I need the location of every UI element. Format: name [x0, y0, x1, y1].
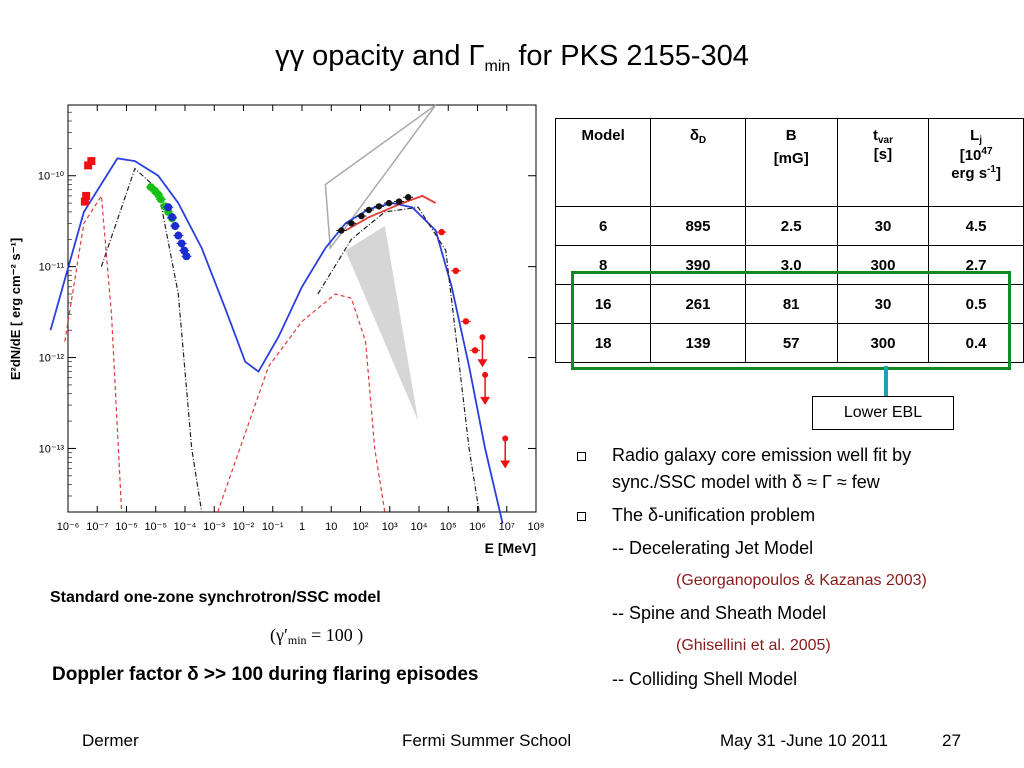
- y-tick-label: 10⁻¹⁰: [38, 171, 65, 183]
- sed-curve-4: [317, 206, 480, 513]
- callout-connector: [884, 366, 888, 396]
- y-tick-label: 10⁻¹²: [39, 353, 65, 365]
- data-point-hess: [452, 267, 460, 275]
- data-point-fermi: [395, 198, 403, 205]
- sub-item-decelerating-jet: -- Decelerating Jet Model: [612, 538, 814, 558]
- data-point-xray: [177, 239, 186, 248]
- footer-date: May 31 -June 10 2011: [720, 731, 888, 750]
- data-point-optical: [87, 157, 96, 166]
- x-tick-label: 10⁻⁵: [144, 521, 167, 533]
- data-point-fermi: [385, 199, 393, 207]
- footer-author: Dermer: [82, 731, 139, 750]
- model-table: Model δD B [mG] tvar [s] Lj [1047 erg s-1] 6…: [554, 118, 1024, 363]
- table-row: 18 139 57 300 0.4: [554, 323, 1024, 363]
- x-tick-label: 1: [299, 521, 305, 533]
- x-tick-label: 10: [325, 521, 337, 533]
- x-tick-label: 10³: [382, 521, 398, 533]
- lower-ebl-highlight-box: [571, 271, 1011, 370]
- footer-page-number: 27: [942, 731, 961, 750]
- sub-item-spine-sheath: -- Spine and Sheath Model: [612, 603, 827, 623]
- doppler-factor-note: Doppler factor δ >> 100 during flaring e…: [52, 664, 479, 685]
- x-tick-label: 10⁻²: [233, 521, 255, 533]
- header-tvar: tvar [s]: [836, 118, 930, 207]
- x-tick-label: 10²: [353, 521, 369, 533]
- sed-curve-5: [345, 194, 437, 232]
- header-delta: δD: [650, 118, 746, 207]
- footer-event: Fermi Summer School: [402, 731, 572, 750]
- lower-ebl-callout: Lower EBL: [812, 396, 954, 430]
- data-point-xray: [174, 231, 183, 240]
- sed-curve-2: [100, 167, 203, 513]
- reference-ghisellini: (Ghisellini et al. 2005): [676, 637, 831, 654]
- sed-curve-1: [64, 194, 123, 513]
- chart-caption: Standard one-zone synchrotron/SSC model: [50, 589, 381, 606]
- data-point-fermi: [338, 227, 345, 234]
- bullet-2: The δ-unification problem: [612, 505, 816, 525]
- data-point-fermi: [375, 203, 383, 210]
- y-tick-label: 10⁻¹³: [39, 443, 65, 455]
- data-point-upper-limits: [502, 435, 509, 442]
- x-axis-label: E [MeV]: [485, 540, 536, 556]
- upper-limit-arrow: [477, 359, 488, 368]
- data-point-hess: [471, 347, 479, 354]
- x-tick-label: 10⁵: [440, 521, 457, 533]
- uncertainty-band: [345, 225, 419, 422]
- x-tick-label: 10⁻⁷: [86, 521, 108, 533]
- plot-frame: [67, 104, 537, 513]
- table-row: 6 895 2.5 30 4.5: [554, 206, 1024, 246]
- bullet-square-icon: [577, 452, 586, 461]
- x-tick-label: 10⁻³: [203, 521, 225, 533]
- data-point-optical: [80, 197, 89, 206]
- table-header-row: Model δD B [mG] tvar [s] Lj [1047 erg s-1]: [554, 118, 1024, 207]
- bullet-1-line-1: Radio galaxy core emission well fit by: [612, 445, 912, 465]
- x-tick-label: 10⁻⁶: [57, 521, 80, 533]
- header-model: Model: [554, 118, 652, 207]
- upper-limit-arrow: [480, 396, 491, 405]
- table-row: 16 261 81 30 0.5: [554, 284, 1024, 324]
- x-tick-label: 10⁴: [411, 521, 428, 533]
- x-tick-label: 10⁻⁴: [174, 521, 197, 533]
- bullet-square-icon: [577, 512, 586, 521]
- reference-georganopoulos: (Georganopoulos & Kazanas 2003): [676, 572, 927, 589]
- data-point-optical: [82, 191, 91, 200]
- sed-curve-0: [49, 157, 504, 524]
- x-tick-label: 10⁻⁵: [115, 521, 138, 533]
- data-point-uv: [156, 195, 165, 204]
- data-point-xray: [182, 252, 191, 261]
- data-point-xray: [171, 221, 180, 230]
- data-point-upper-limits: [479, 334, 486, 341]
- y-tick-label: 10⁻¹¹: [39, 262, 65, 274]
- data-point-xray: [168, 213, 177, 222]
- y-axis-label: E²dN/dE [ erg cm⁻² s⁻¹]: [8, 238, 23, 380]
- upper-limit-arrow: [500, 460, 511, 469]
- data-point-fermi: [404, 194, 412, 201]
- data-point-upper-limits: [482, 371, 489, 378]
- sed-curve-3: [217, 293, 386, 513]
- butterfly-outline: [324, 104, 437, 251]
- data-point-fermi: [348, 220, 355, 227]
- data-point-optical: [84, 161, 93, 170]
- data-point-fermi: [358, 212, 365, 220]
- x-tick-label: 10⁷: [499, 521, 515, 533]
- header-b: B [mG]: [744, 118, 838, 207]
- bullet-1-line-2: sync./SSC model with δ ≈ Γ ≈ few: [612, 472, 880, 492]
- sub-item-colliding-shell: -- Colliding Shell Model: [612, 669, 798, 689]
- x-tick-label: 10⁸: [528, 521, 545, 533]
- data-point-xray: [164, 203, 173, 212]
- data-point-hess: [438, 228, 445, 236]
- data-point-fermi: [365, 206, 373, 214]
- sed-chart: 10⁻⁶ 10⁻⁷ 10⁻⁵ 10⁻⁵ 10⁻⁴ 10⁻³ 10⁻² 10⁻¹ 1 10 10² 10…: [8, 104, 545, 556]
- data-point-hess: [462, 318, 470, 325]
- x-tick-label: 10⁻¹: [262, 521, 284, 533]
- slide-title: γγ opacity and Γmin for PKS 2155-304: [275, 40, 749, 75]
- x-tick-label: 10⁶: [469, 521, 486, 533]
- header-lj: Lj [1047 erg s-1]: [928, 118, 1024, 207]
- gamma-min-note: (γ′min = 100 ): [270, 625, 364, 647]
